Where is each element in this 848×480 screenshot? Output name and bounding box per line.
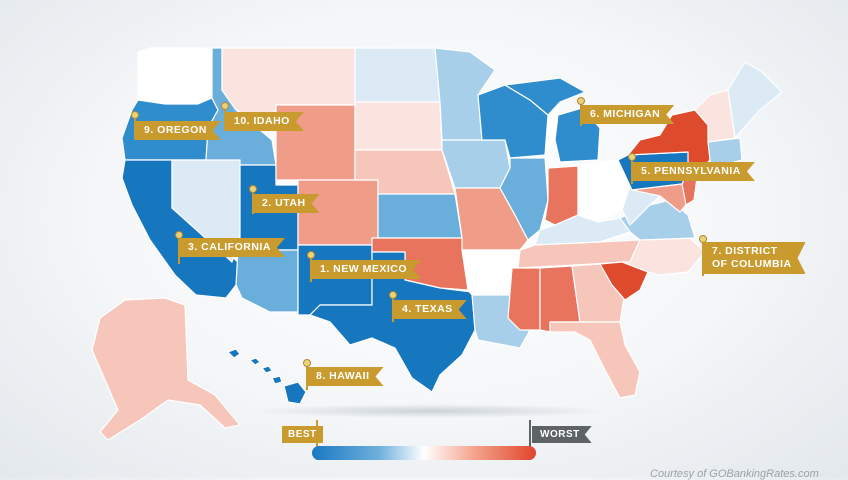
state-maine[interactable] — [727, 61, 783, 139]
state-iowa[interactable] — [441, 139, 511, 189]
label-utah: 2. UTAH — [254, 194, 320, 213]
label-hawaii: 8. HAWAII — [308, 367, 384, 386]
label-texas: 4. TEXAS — [394, 300, 467, 319]
credit-text: Courtesy of GOBankingRates.com — [650, 468, 819, 480]
label-dc-line1: 7. DISTRICT — [712, 245, 778, 257]
oregon-flag-pole — [134, 114, 136, 140]
label-oregon: 9. OREGON — [136, 121, 221, 140]
michigan-flag-pole — [580, 100, 582, 126]
new-mexico-flag-pole — [310, 254, 312, 282]
california-pin[interactable] — [175, 231, 183, 239]
label-district-of-columbia: 7. DISTRICT OF COLUMBIA — [704, 242, 806, 274]
utah-pin[interactable] — [249, 185, 257, 193]
state-indiana[interactable] — [544, 165, 579, 226]
dc-pin[interactable] — [699, 235, 707, 243]
legend-worst-label: WORST — [532, 426, 592, 443]
state-alaska[interactable] — [91, 297, 241, 441]
label-michigan: 6. MICHIGAN — [582, 105, 674, 124]
pennsylvania-pin[interactable] — [628, 153, 636, 161]
state-mississippi[interactable] — [507, 267, 541, 331]
state-arizona[interactable] — [235, 249, 299, 313]
label-pennsylvania: 5. PENNSYLVANIA — [633, 162, 755, 181]
pennsylvania-flag-pole — [631, 156, 633, 184]
michigan-pin[interactable] — [577, 97, 585, 105]
state-maryland[interactable] — [631, 183, 691, 213]
label-california: 3. CALIFORNIA — [180, 238, 285, 257]
state-texas[interactable] — [309, 251, 476, 393]
new-mexico-pin[interactable] — [307, 251, 315, 259]
state-illinois[interactable] — [499, 157, 549, 241]
state-north-dakota[interactable] — [354, 47, 441, 103]
state-hawaii[interactable] — [227, 348, 307, 405]
utah-flag-pole — [252, 188, 254, 214]
texas-pin[interactable] — [389, 291, 397, 299]
worst-pole — [529, 420, 531, 460]
state-south-dakota[interactable] — [354, 101, 443, 151]
label-dc-line2: OF COLUMBIA — [712, 258, 792, 270]
legend-color-scale — [312, 446, 536, 460]
hawaii-flag-pole — [306, 362, 308, 390]
state-florida[interactable] — [549, 321, 641, 399]
michigan-water — [545, 102, 560, 155]
map-shadow — [250, 404, 610, 418]
idaho-flag-pole — [224, 105, 226, 131]
dc-flag-pole — [702, 238, 704, 276]
label-new-mexico: 1. NEW MEXICO — [312, 260, 421, 279]
texas-flag-pole — [392, 294, 394, 322]
state-kansas[interactable] — [377, 193, 463, 239]
oregon-pin[interactable] — [131, 111, 139, 119]
state-washington[interactable] — [137, 47, 213, 105]
idaho-pin[interactable] — [221, 102, 229, 110]
label-idaho: 10. IDAHO — [226, 112, 304, 131]
california-flag-pole — [178, 234, 180, 264]
hawaii-pin[interactable] — [303, 359, 311, 367]
legend-best-label: BEST — [282, 426, 323, 443]
